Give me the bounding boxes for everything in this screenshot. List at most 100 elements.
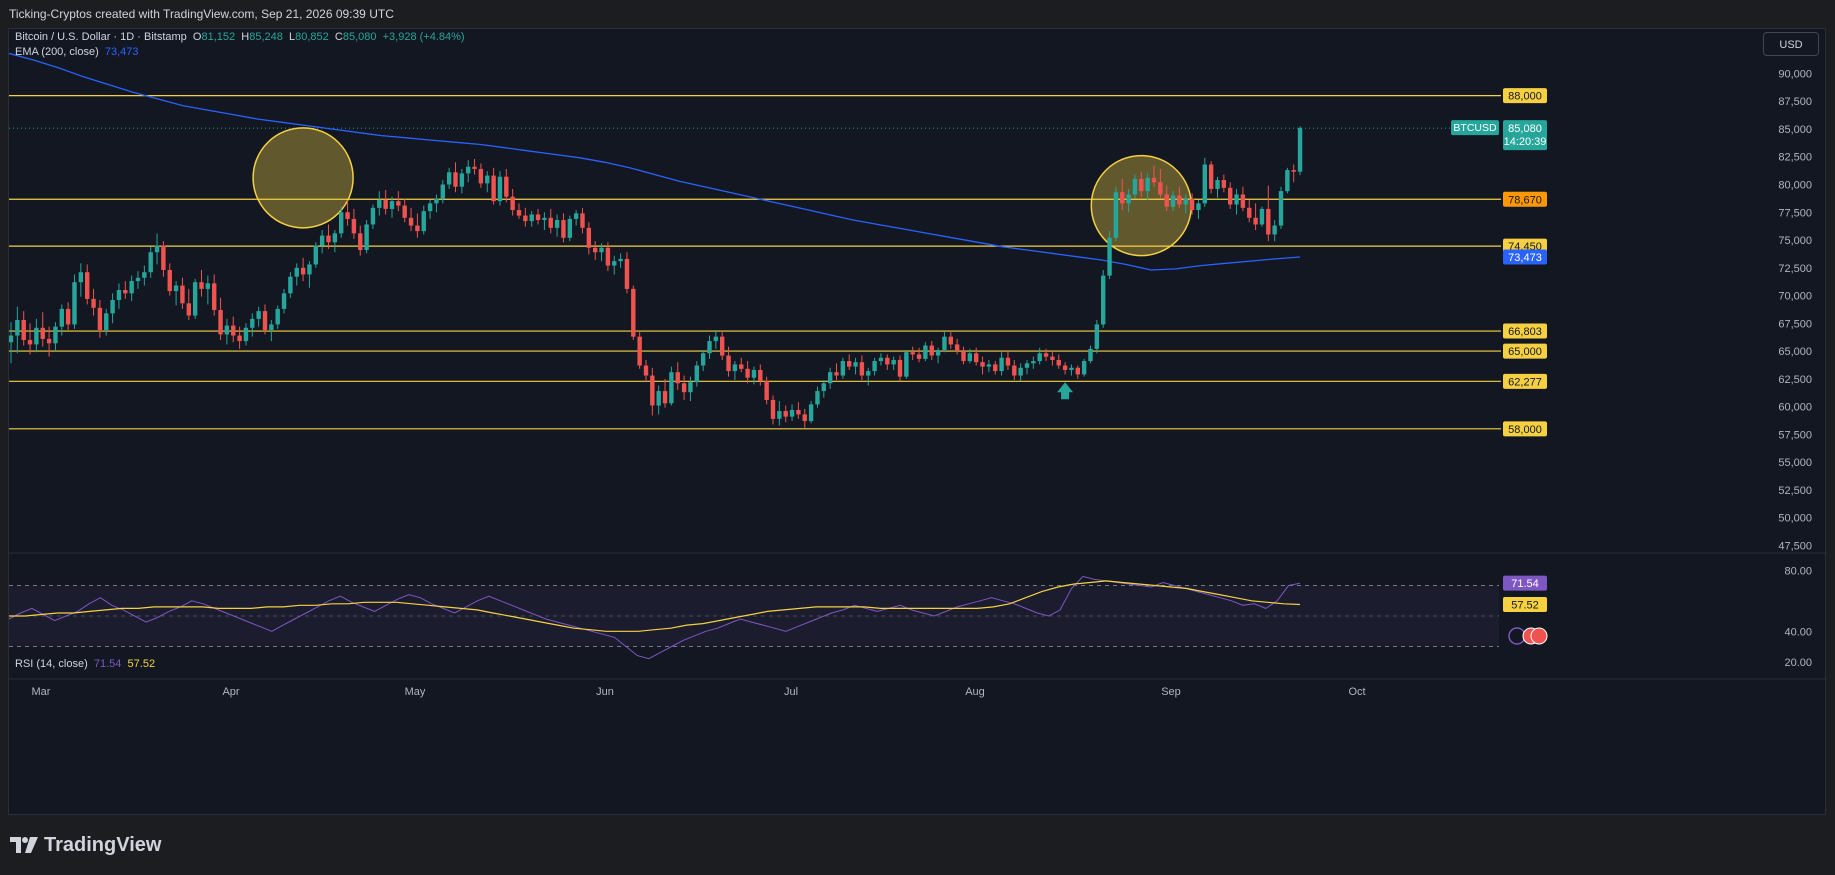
rsi-tick-label: 80.00 [1784,565,1812,577]
last-price-tag-bg [1503,120,1547,151]
candle-body [85,272,90,299]
candle-body [1285,170,1290,192]
candle-body [250,318,255,328]
level-label-bg [1503,191,1547,207]
rsi-line [9,575,1301,660]
tradingview-wordmark: TradingView [44,833,162,856]
candle-body [129,281,134,294]
candle-body [1259,208,1265,225]
candle-body [46,338,52,344]
footer [0,815,1835,875]
tradingview-logo[interactable]: TradingView [10,834,161,856]
level-label: 88,000 [1508,91,1542,103]
candle-body [1291,170,1296,172]
candle-body [573,213,579,219]
currency-button[interactable]: USD [1763,32,1819,56]
candle-body [967,353,973,362]
close-value: 85,080 [342,31,377,43]
candle-body [872,361,877,372]
ema-legend[interactable]: EMA (200, close) 73,473 [15,46,139,58]
candle-body [516,210,522,216]
candle-body [275,308,280,325]
candle-body [1145,177,1150,192]
candle-body [300,267,306,275]
candle-body [821,383,826,392]
candle-body [923,345,928,359]
candle-body [542,217,547,221]
candle-body [853,362,858,367]
candle-body [440,184,445,199]
price-tick-label: 87,500 [1778,96,1812,108]
candle-body [675,372,680,384]
candle-body [700,353,706,366]
price-tick-label: 55,000 [1778,457,1812,469]
candle-body [624,258,630,289]
candle-body [199,282,204,289]
candle-body [529,214,534,222]
candle-body [916,354,922,359]
candle-body [97,307,103,330]
candle-body [446,172,452,185]
candle-body [605,247,611,266]
rsi-ma-tag-bg [1503,597,1547,613]
level-label: 66,803 [1508,326,1542,338]
candle-body [453,172,458,187]
candle-body [78,272,84,283]
candle-body [1247,207,1252,218]
export-header: Ticking-Cryptos created with TradingView… [0,0,1835,28]
candle-body [218,309,223,335]
candle-body [1253,217,1258,225]
symbol-title[interactable]: Bitcoin / U.S. Dollar · 1D · Bitstamp [15,31,187,43]
candle-body [1177,195,1182,205]
candle-body [15,319,20,336]
candle-body [1012,365,1017,376]
price-tick-label: 67,500 [1778,318,1812,330]
candle-body [980,362,985,367]
candle-body [1069,367,1074,370]
candle-body [1081,361,1087,375]
candle-body [434,198,439,204]
candle-body [631,288,636,337]
candle-body [885,357,890,365]
candle-body [91,298,96,308]
candle-body [999,357,1004,372]
candle-body [205,283,211,289]
candle-body [897,359,903,377]
candle-body [192,282,198,316]
candle-body [827,372,833,384]
chart-canvas[interactable]: 92,50090,00087,50085,00082,50080,00077,5… [9,29,1825,814]
candle-body [1094,324,1100,349]
candle-body [669,372,674,404]
rsi-legend[interactable]: RSI (14, close) 71.54 57.52 [15,658,155,670]
price-tick-label: 47,500 [1778,540,1812,552]
rsi-tag: 71.54 [1511,578,1539,590]
candle-body [485,175,490,184]
candle-body [694,365,699,383]
candle-body [116,290,122,300]
candle-body [523,215,528,222]
candle-body [256,311,261,319]
chart-frame[interactable]: 92,50090,00087,50085,00082,50080,00077,5… [8,28,1826,815]
candle-body [104,313,109,330]
candle-body [954,344,960,352]
candle-body [510,196,515,211]
candle-body [1234,194,1239,205]
candles-group [9,126,1303,428]
candle-body [110,299,115,314]
candle-body [929,345,934,356]
candle-body [1297,128,1303,172]
change-value: +3,928 (+4.84%) [382,31,465,43]
candle-body [758,369,763,382]
price-tick-label: 52,500 [1778,485,1812,497]
price-tick-label: 57,500 [1778,429,1812,441]
level-label-bg [1503,373,1547,389]
candle-body [421,211,426,232]
date-tick-label: Sep [1161,686,1181,698]
candle-body [764,381,769,400]
candle-body [1215,180,1220,189]
event-icons-group [1508,627,1548,645]
price-tick-label: 85,000 [1778,124,1812,136]
tradingview-logo-icon [10,837,38,853]
candle-body [1266,208,1271,235]
candle-body [986,364,992,367]
